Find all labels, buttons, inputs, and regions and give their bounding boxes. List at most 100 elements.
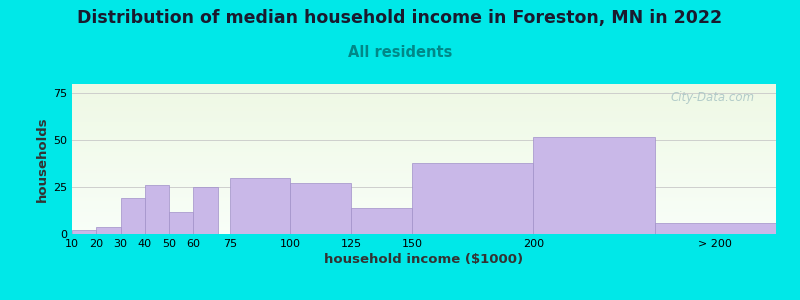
Bar [72, 142, 776, 144]
Bar [72, 177, 776, 178]
Bar [72, 224, 776, 225]
Bar [72, 216, 776, 218]
Bar [72, 200, 776, 201]
Bar [72, 214, 776, 216]
Bar [72, 122, 776, 123]
Bar [72, 132, 776, 134]
Bar [72, 124, 776, 126]
Bar [72, 230, 96, 234]
Bar [72, 111, 776, 112]
Bar [72, 189, 776, 190]
Bar [72, 100, 776, 102]
Bar [72, 154, 776, 156]
Bar [72, 190, 776, 192]
Bar [72, 169, 776, 171]
Bar [72, 103, 776, 105]
Bar [72, 120, 776, 122]
Bar [96, 226, 121, 234]
Bar [72, 174, 776, 176]
Bar [290, 183, 351, 234]
Bar [72, 210, 776, 212]
Bar [72, 134, 776, 135]
Bar [72, 129, 776, 130]
Bar [72, 206, 776, 207]
Bar [72, 213, 776, 214]
Bar [72, 228, 776, 230]
Bar [72, 165, 776, 166]
Bar [72, 135, 776, 136]
Bar [72, 92, 776, 93]
Bar [72, 85, 776, 87]
Bar [72, 146, 776, 147]
Bar [72, 93, 776, 94]
Bar [72, 192, 776, 194]
Bar [72, 207, 776, 208]
Bar [72, 212, 776, 213]
Bar [72, 116, 776, 117]
Bar [230, 178, 290, 234]
Bar [72, 176, 776, 177]
Bar [72, 167, 776, 168]
Bar [72, 90, 776, 92]
Bar [72, 128, 776, 129]
Bar [72, 226, 776, 228]
Bar [72, 195, 776, 196]
Bar [72, 106, 776, 108]
Bar [72, 180, 776, 182]
Bar [72, 108, 776, 110]
Bar [72, 172, 776, 174]
Bar [72, 162, 776, 164]
Bar [72, 208, 776, 210]
Bar [72, 84, 776, 86]
Bar [72, 230, 776, 231]
Bar [72, 168, 776, 170]
Bar [72, 202, 776, 204]
Bar [72, 171, 776, 172]
Bar [72, 159, 776, 160]
Bar [72, 138, 776, 140]
Bar [72, 156, 776, 158]
Bar [72, 112, 776, 114]
Bar [72, 147, 776, 148]
Bar [72, 140, 776, 141]
Bar [72, 87, 776, 88]
Bar [72, 99, 776, 100]
Bar [145, 185, 169, 234]
Bar [72, 225, 776, 226]
Bar [72, 218, 776, 219]
Bar [412, 163, 534, 234]
Bar [351, 208, 412, 234]
Bar [72, 164, 776, 165]
Bar [654, 223, 776, 234]
Bar [72, 153, 776, 154]
Bar [72, 141, 776, 142]
Bar [72, 144, 776, 146]
Bar [72, 88, 776, 90]
Bar [72, 148, 776, 150]
Bar [72, 150, 776, 152]
Bar [72, 219, 776, 220]
Bar [72, 98, 776, 99]
Bar [72, 110, 776, 111]
Bar [72, 220, 776, 222]
Bar [72, 232, 776, 234]
Bar [72, 182, 776, 183]
Text: All residents: All residents [348, 45, 452, 60]
Bar [72, 178, 776, 180]
Bar [72, 96, 776, 98]
Bar [72, 152, 776, 153]
Bar [72, 123, 776, 124]
Bar [72, 126, 776, 128]
Bar [72, 198, 776, 200]
Bar [534, 136, 654, 234]
Bar [72, 158, 776, 159]
Bar [72, 188, 776, 189]
Bar [72, 94, 776, 96]
Bar [169, 212, 194, 234]
Y-axis label: households: households [36, 116, 49, 202]
Bar [72, 102, 776, 104]
Bar [72, 117, 776, 118]
Bar [72, 186, 776, 188]
Bar [72, 183, 776, 184]
Text: Distribution of median household income in Foreston, MN in 2022: Distribution of median household income … [78, 9, 722, 27]
